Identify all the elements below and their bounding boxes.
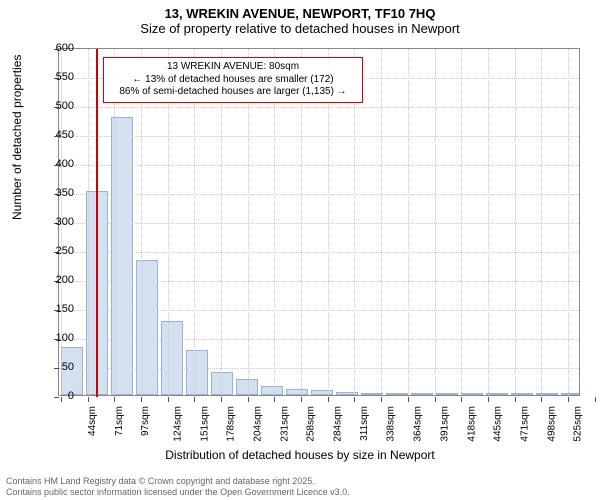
xtick-mark [221, 397, 222, 402]
ytick-label: 100 [56, 332, 74, 344]
xtick-label: 258sqm [306, 406, 317, 442]
xtick-label: 445sqm [493, 406, 504, 442]
grid-line-h [59, 194, 579, 195]
bar [436, 393, 458, 395]
xtick-mark [595, 397, 596, 402]
page-subtitle: Size of property relative to detached ho… [0, 21, 600, 36]
xtick-mark [328, 397, 329, 402]
annotation-box: 13 WREKIN AVENUE: 80sqm← 13% of detached… [103, 57, 363, 103]
grid-line-h [59, 107, 579, 108]
attribution-footer: Contains HM Land Registry data © Crown c… [6, 476, 350, 498]
ytick-label: 400 [56, 158, 74, 170]
grid-line-v [381, 49, 382, 395]
bar [161, 321, 183, 395]
grid-line-h [59, 165, 579, 166]
xtick-mark [114, 397, 115, 402]
xtick-mark [248, 397, 249, 402]
bar [136, 260, 158, 395]
grid-line-v [435, 49, 436, 395]
ytick-label: 50 [62, 361, 74, 373]
xtick-label: 284sqm [333, 406, 344, 442]
xtick-label: 204sqm [253, 406, 264, 442]
ytick-label: 0 [68, 390, 74, 402]
xtick-mark [381, 397, 382, 402]
footer-line-2: Contains public sector information licen… [6, 487, 350, 498]
ytick-label: 200 [56, 274, 74, 286]
highlight-marker-line [96, 49, 98, 397]
bar [461, 393, 483, 395]
xtick-label: 44sqm [87, 406, 98, 436]
ytick-label: 300 [56, 216, 74, 228]
bar [561, 393, 579, 395]
x-axis-label: Distribution of detached houses by size … [0, 448, 600, 462]
ytick-label: 250 [56, 245, 74, 257]
bar [311, 390, 333, 395]
xtick-label: 231sqm [279, 406, 290, 442]
page-title: 13, WREKIN AVENUE, NEWPORT, TF10 7HQ [0, 0, 600, 21]
ytick-label: 500 [56, 100, 74, 112]
bar [386, 393, 408, 395]
bar [186, 350, 208, 395]
xtick-mark [168, 397, 169, 402]
ytick-label: 150 [56, 303, 74, 315]
xtick-label: 124sqm [173, 406, 184, 442]
xtick-label: 418sqm [466, 406, 477, 442]
bar [411, 393, 433, 395]
ytick-mark [54, 397, 59, 398]
ytick-label: 600 [56, 42, 74, 54]
annotation-line: 13 WREKIN AVENUE: 80sqm [110, 61, 356, 74]
chart-area: 13 WREKIN AVENUE: 80sqm← 13% of detached… [58, 48, 580, 426]
bar [486, 393, 508, 395]
xtick-label: 178sqm [226, 406, 237, 442]
xtick-mark [408, 397, 409, 402]
xtick-label: 97sqm [140, 406, 151, 436]
grid-line-v [488, 49, 489, 395]
xtick-label: 391sqm [439, 406, 450, 442]
xtick-label: 498sqm [546, 406, 557, 442]
grid-line-v [461, 49, 462, 395]
xtick-mark [141, 397, 142, 402]
xtick-mark [274, 397, 275, 402]
xtick-mark [515, 397, 516, 402]
grid-line-h [59, 252, 579, 253]
bar [261, 386, 283, 395]
ytick-label: 550 [56, 71, 74, 83]
bar [361, 393, 383, 395]
xtick-mark [435, 397, 436, 402]
xtick-label: 151sqm [199, 406, 210, 442]
y-axis-label: Number of detached properties [10, 55, 24, 220]
xtick-label: 364sqm [413, 406, 424, 442]
grid-line-v [541, 49, 542, 395]
xtick-mark [541, 397, 542, 402]
ytick-label: 350 [56, 187, 74, 199]
xtick-mark [488, 397, 489, 402]
xtick-mark [354, 397, 355, 402]
xtick-label: 71sqm [114, 406, 125, 436]
grid-line-v [515, 49, 516, 395]
plot-area: 13 WREKIN AVENUE: 80sqm← 13% of detached… [58, 48, 580, 396]
xtick-mark [194, 397, 195, 402]
xtick-mark [88, 397, 89, 402]
ytick-label: 450 [56, 129, 74, 141]
annotation-line: ← 13% of detached houses are smaller (17… [110, 74, 356, 87]
xtick-mark [301, 397, 302, 402]
ytick-mark [54, 368, 59, 369]
xtick-label: 525sqm [573, 406, 584, 442]
xtick-label: 338sqm [386, 406, 397, 442]
xtick-mark [568, 397, 569, 402]
footer-line-1: Contains HM Land Registry data © Crown c… [6, 476, 350, 487]
bar [286, 389, 308, 395]
xtick-mark [461, 397, 462, 402]
xtick-label: 471sqm [519, 406, 530, 442]
annotation-line: 86% of semi-detached houses are larger (… [110, 86, 356, 99]
grid-line-v [568, 49, 569, 395]
xtick-label: 311sqm [359, 406, 370, 441]
xtick-mark [61, 397, 62, 402]
grid-line-v [88, 49, 89, 395]
grid-line-v [408, 49, 409, 395]
grid-line-h [59, 136, 579, 137]
bar [536, 393, 558, 395]
grid-line-h [59, 223, 579, 224]
